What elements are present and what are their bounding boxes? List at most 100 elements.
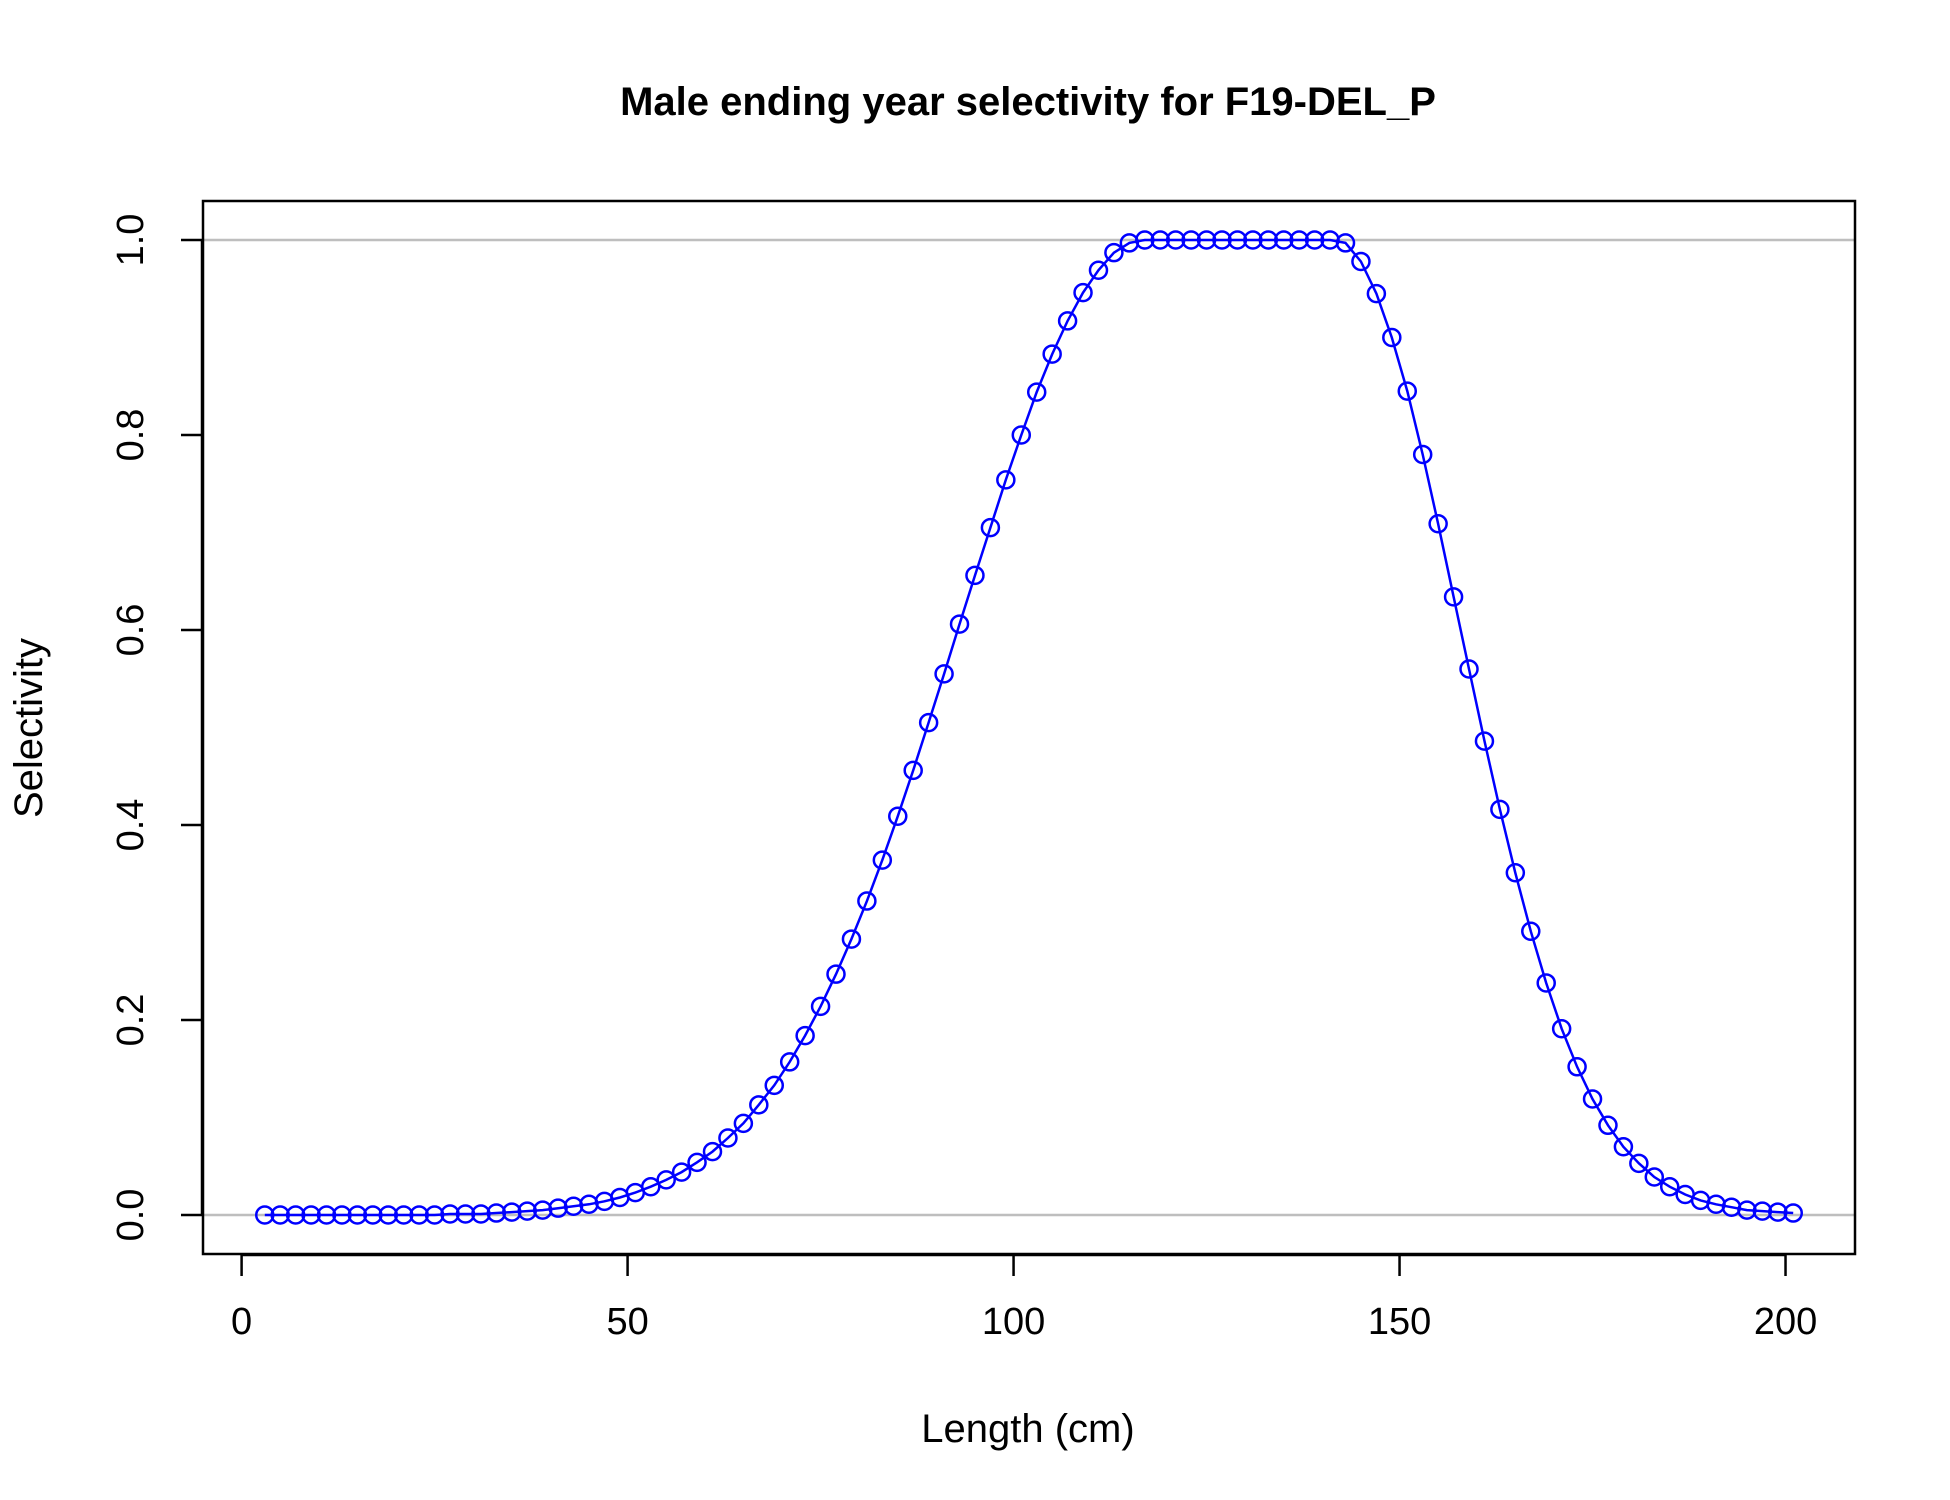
data-point — [502, 1202, 522, 1222]
data-point — [1351, 251, 1371, 272]
data-point — [1582, 1089, 1603, 1109]
data-point — [378, 1205, 399, 1225]
data-point — [1490, 799, 1510, 820]
data-point — [347, 1205, 368, 1225]
series-selectivity — [255, 230, 1803, 1225]
data-point — [1227, 230, 1248, 250]
data-point — [1196, 230, 1217, 250]
data-point — [1443, 587, 1464, 607]
data-point — [1073, 282, 1093, 303]
data-point — [1366, 283, 1387, 304]
data-point — [1505, 863, 1526, 883]
data-point — [363, 1205, 383, 1225]
data-point — [1011, 425, 1032, 445]
data-point — [841, 929, 862, 949]
y-tick-label: 1.0 — [110, 214, 152, 267]
data-point — [656, 1170, 676, 1190]
data-point — [1752, 1201, 1773, 1221]
data-point — [857, 891, 877, 911]
data-point — [1057, 311, 1078, 331]
data-point — [455, 1204, 476, 1224]
data-point — [795, 1025, 815, 1046]
data-point — [1629, 1153, 1649, 1174]
data-point — [1598, 1115, 1618, 1136]
x-tick-label: 200 — [1754, 1301, 1817, 1343]
data-point — [1428, 513, 1448, 534]
chart-title: Male ending year selectivity for F19-DEL… — [620, 80, 1436, 124]
data-point — [1644, 1167, 1665, 1187]
data-point — [1783, 1203, 1803, 1223]
data-point — [888, 806, 908, 826]
data-point — [1567, 1057, 1587, 1077]
data-point — [517, 1201, 537, 1221]
data-point — [949, 614, 970, 634]
data-point — [1258, 230, 1279, 250]
data-point — [440, 1204, 460, 1224]
y-axis-label: Selectivity — [7, 638, 51, 818]
data-point — [532, 1200, 553, 1220]
data-point — [1412, 444, 1433, 465]
x-axis-label: Length (cm) — [921, 1407, 1134, 1451]
data-point — [409, 1205, 429, 1225]
y-tick-label: 0.0 — [110, 1189, 152, 1242]
x-tick-label: 0 — [231, 1301, 252, 1343]
data-point — [1042, 344, 1062, 364]
data-point — [903, 760, 923, 781]
data-point — [749, 1095, 769, 1115]
data-point — [1737, 1200, 1757, 1220]
x-axis: 0 50 100 150 200 — [231, 1253, 1817, 1343]
data-point — [996, 470, 1016, 490]
data-point — [301, 1205, 321, 1225]
data-point — [702, 1141, 723, 1162]
data-point — [1613, 1137, 1634, 1157]
data-point — [687, 1152, 707, 1173]
data-point — [1536, 973, 1556, 993]
data-point — [934, 664, 954, 684]
data-point — [548, 1198, 568, 1218]
data-point — [1521, 921, 1541, 942]
data-point — [393, 1205, 414, 1225]
y-tick-label: 0.8 — [110, 409, 152, 462]
data-point — [1304, 230, 1325, 250]
data-point — [718, 1128, 738, 1148]
data-point — [1135, 230, 1155, 250]
data-point — [1474, 731, 1495, 751]
data-point — [779, 1052, 800, 1072]
x-tick-label: 150 — [1368, 1301, 1431, 1343]
data-point — [1026, 382, 1047, 402]
data-point — [810, 996, 831, 1017]
data-point — [918, 712, 939, 733]
data-point — [1243, 230, 1263, 250]
data-point — [1382, 327, 1402, 348]
y-tick-label: 0.2 — [110, 994, 152, 1047]
data-point — [270, 1205, 290, 1225]
data-point — [316, 1205, 337, 1225]
data-point — [255, 1205, 275, 1225]
data-point — [1150, 230, 1170, 250]
x-tick-label: 50 — [606, 1301, 648, 1343]
data-point — [671, 1162, 692, 1182]
data-point — [1088, 260, 1109, 280]
data-point — [332, 1205, 352, 1225]
data-point — [1459, 659, 1479, 679]
data-point — [471, 1204, 491, 1224]
data-point — [1181, 230, 1201, 250]
data-point — [1551, 1019, 1572, 1039]
data-point — [764, 1075, 785, 1096]
y-tick-label: 0.6 — [110, 604, 152, 657]
data-point — [1273, 230, 1294, 250]
data-point — [1768, 1202, 1788, 1222]
y-tick-label: 0.4 — [110, 799, 152, 852]
data-point — [872, 850, 893, 870]
data-point — [733, 1113, 754, 1134]
data-point — [1397, 381, 1418, 401]
y-axis: 0.0 0.2 0.4 0.6 0.8 1.0 — [110, 214, 204, 1242]
x-tick-label: 100 — [982, 1301, 1045, 1343]
data-point — [980, 517, 1001, 538]
data-point — [1212, 230, 1232, 250]
data-point — [1165, 230, 1186, 250]
data-point — [1659, 1176, 1680, 1197]
data-point — [1335, 233, 1356, 253]
